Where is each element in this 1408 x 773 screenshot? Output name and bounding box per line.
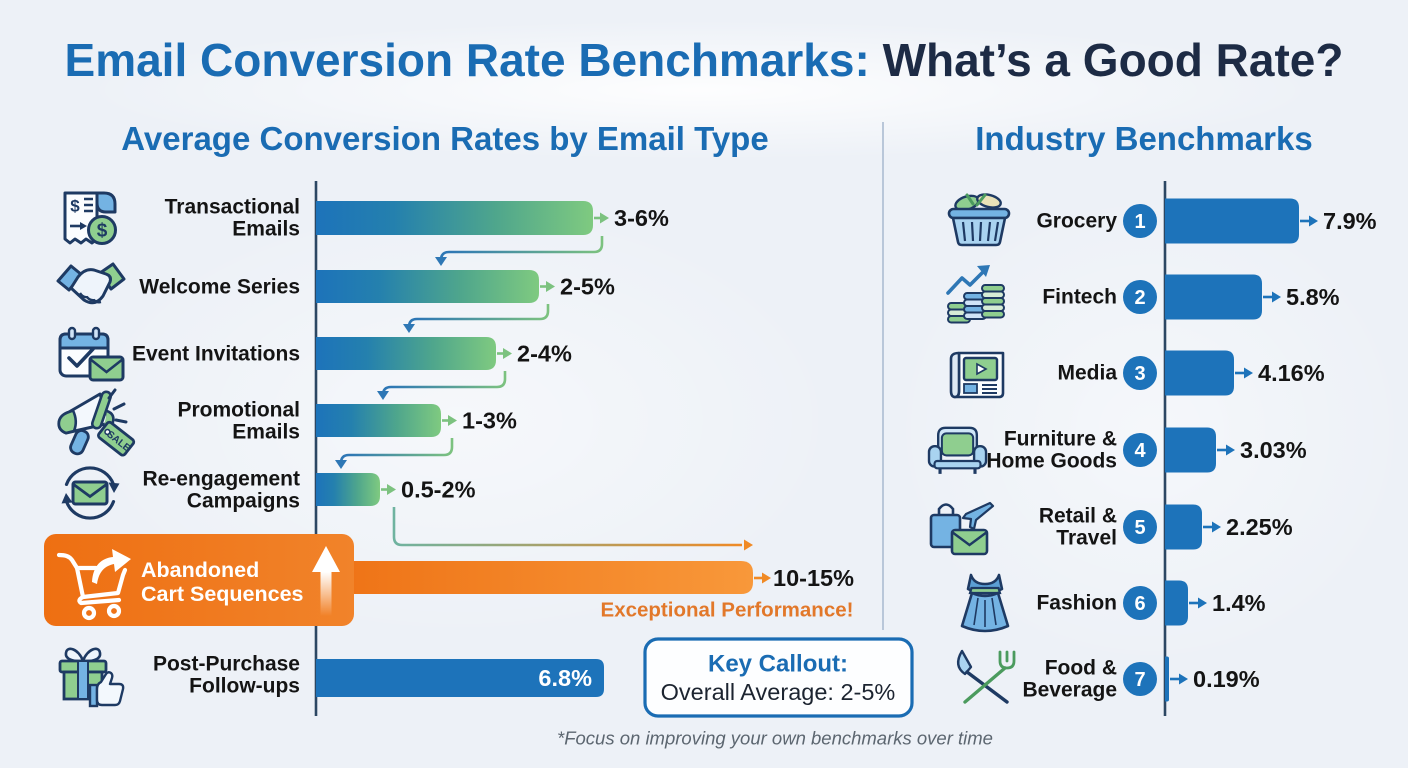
svg-text:Fintech: Fintech xyxy=(1042,286,1117,309)
svg-text:*Focus on improving your own b: *Focus on improving your own benchmarks … xyxy=(557,728,993,749)
svg-text:Emails: Emails xyxy=(232,421,300,444)
svg-text:Transactional: Transactional xyxy=(165,196,300,219)
svg-text:2-4%: 2-4% xyxy=(517,341,572,367)
svg-text:Promotional: Promotional xyxy=(177,399,300,422)
svg-text:4: 4 xyxy=(1134,440,1146,462)
svg-text:6: 6 xyxy=(1134,593,1145,615)
svg-text:Retail &: Retail & xyxy=(1039,505,1117,528)
svg-text:Overall Average: 2-5%: Overall Average: 2-5% xyxy=(661,679,896,705)
svg-text:4.16%: 4.16% xyxy=(1258,360,1325,386)
svg-text:Industry Benchmarks: Industry Benchmarks xyxy=(975,120,1312,157)
svg-text:Campaigns: Campaigns xyxy=(187,490,300,513)
svg-text:Home Goods: Home Goods xyxy=(986,450,1117,473)
svg-text:Average Conversion Rates by Em: Average Conversion Rates by Email Type xyxy=(121,120,768,157)
svg-text:6.8%: 6.8% xyxy=(538,665,592,691)
svg-text:2-5%: 2-5% xyxy=(560,274,615,300)
svg-text:2.25%: 2.25% xyxy=(1226,514,1293,540)
svg-text:Cart Sequences: Cart Sequences xyxy=(141,582,304,606)
svg-text:Grocery: Grocery xyxy=(1036,210,1117,233)
svg-text:Welcome Series: Welcome Series xyxy=(139,276,300,299)
svg-text:2: 2 xyxy=(1134,287,1145,309)
svg-text:Media: Media xyxy=(1057,362,1117,385)
svg-text:3: 3 xyxy=(1134,363,1145,385)
svg-text:Food &: Food & xyxy=(1045,657,1117,680)
svg-text:0.5-2%: 0.5-2% xyxy=(401,477,476,503)
svg-text:1-3%: 1-3% xyxy=(462,408,517,434)
svg-text:3-6%: 3-6% xyxy=(614,205,669,231)
svg-text:Exceptional Performance!: Exceptional Performance! xyxy=(601,599,854,622)
svg-text:10-15%: 10-15% xyxy=(773,565,854,591)
svg-text:Beverage: Beverage xyxy=(1022,679,1117,702)
svg-text:1.4%: 1.4% xyxy=(1212,590,1266,616)
svg-text:Post-Purchase: Post-Purchase xyxy=(153,653,300,676)
svg-text:Abandoned: Abandoned xyxy=(141,558,259,582)
svg-text:Email Conversion Rate Benchmar: Email Conversion Rate Benchmarks: What’s… xyxy=(65,34,1344,86)
svg-text:Furniture &: Furniture & xyxy=(1004,428,1117,451)
svg-text:Fashion: Fashion xyxy=(1036,592,1117,615)
svg-text:Key Callout:: Key Callout: xyxy=(708,651,848,678)
svg-text:7: 7 xyxy=(1134,669,1145,691)
svg-text:Re-engagement: Re-engagement xyxy=(142,468,300,491)
svg-text:Emails: Emails xyxy=(232,218,300,241)
svg-text:7.9%: 7.9% xyxy=(1323,208,1377,234)
svg-text:0.19%: 0.19% xyxy=(1193,666,1260,692)
svg-text:Event Invitations: Event Invitations xyxy=(132,343,300,366)
svg-text:$: $ xyxy=(70,197,80,216)
svg-text:Travel: Travel xyxy=(1056,527,1117,550)
svg-text:1: 1 xyxy=(1134,211,1145,233)
svg-text:Follow-ups: Follow-ups xyxy=(189,675,300,698)
svg-text:3.03%: 3.03% xyxy=(1240,437,1307,463)
svg-text:$: $ xyxy=(97,221,108,242)
svg-text:5: 5 xyxy=(1134,517,1145,539)
svg-text:5.8%: 5.8% xyxy=(1286,284,1340,310)
